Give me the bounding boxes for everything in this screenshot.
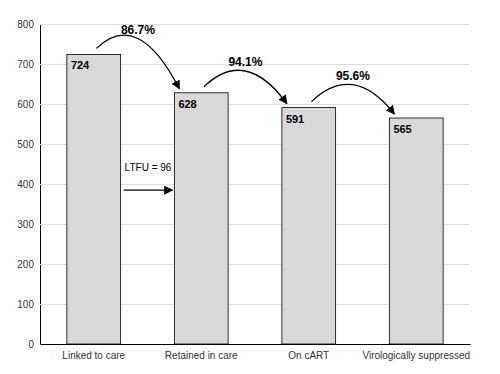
x-axis-line: [41, 344, 471, 345]
arrow: [96, 35, 179, 89]
x-tick: On cART: [288, 350, 329, 361]
y-tick-label: 500: [17, 139, 34, 150]
arrow: [204, 70, 287, 103]
annotation: 94.1%: [228, 55, 262, 69]
chart: 0 100 200 300 400 500 600 700 800 Linked to care R…: [0, 0, 500, 374]
x-tick: Virologically suppressed: [362, 350, 470, 361]
bar: [282, 108, 336, 344]
x-axis: Linked to care Retained in care On cART Vir…: [41, 345, 471, 362]
arrow: [311, 84, 394, 114]
x-tick-label: On cART: [288, 350, 329, 361]
annotation: 95.6%: [336, 69, 370, 83]
data-label: 628: [178, 98, 196, 110]
bar: [67, 54, 121, 344]
y-tick-label: 200: [17, 259, 34, 270]
y-tick: 800: [17, 19, 470, 30]
data-label: 565: [393, 123, 411, 135]
plot-area: 0 100 200 300 400 500 600 700 800 Linked to care R…: [17, 19, 470, 361]
x-tick: Linked to care: [62, 350, 125, 361]
bars: [67, 54, 443, 344]
grid-line: [40, 344, 470, 345]
annotation: 86.7%: [121, 23, 155, 37]
y-axis: 0 100 200 300 400 500 600 700 800: [17, 19, 470, 350]
y-tick-label: 600: [17, 99, 34, 110]
data-label: 591: [286, 113, 304, 125]
y-tick-label: 700: [17, 59, 34, 70]
x-tick: Retained in care: [165, 350, 238, 361]
grid-line: [40, 24, 470, 25]
x-tick-label: Virologically suppressed: [362, 350, 470, 361]
y-tick-label: 300: [17, 219, 34, 230]
annotation: LTFU = 96: [125, 162, 172, 173]
x-tick-label: Retained in care: [165, 350, 238, 361]
x-tick-label: Linked to care: [62, 350, 125, 361]
y-tick-label: 100: [17, 299, 34, 310]
y-tick-label: 400: [17, 179, 34, 190]
y-tick-label: 0: [28, 339, 34, 350]
annotations-layer: 724 628 591 565 86.7% 94.1% 95.6% LTFU = 96: [71, 23, 412, 191]
data-label: 724: [71, 59, 90, 71]
bar: [389, 118, 443, 344]
y-tick-label: 800: [17, 19, 34, 30]
bar: [174, 93, 228, 344]
arrow: [124, 190, 173, 191]
